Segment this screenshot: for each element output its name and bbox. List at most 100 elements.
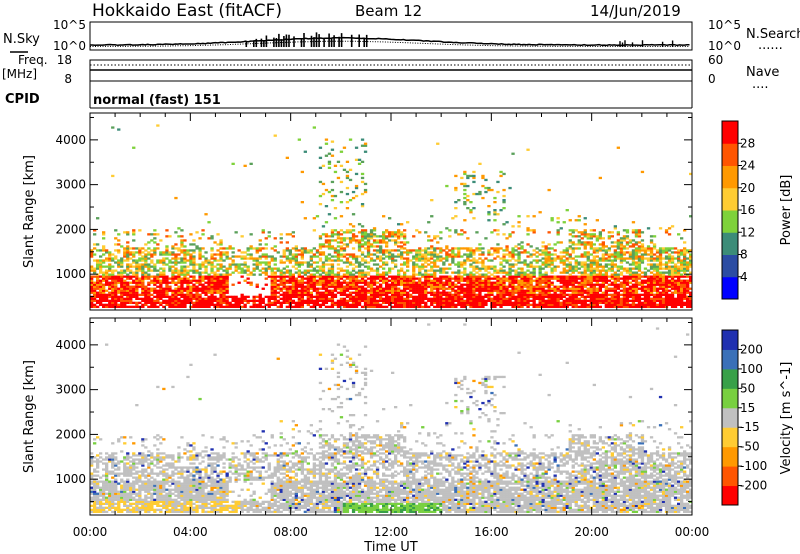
power-cell	[583, 303, 587, 306]
power-cell	[529, 273, 533, 276]
power-cell	[159, 261, 163, 264]
power-cell	[412, 273, 416, 276]
power-cell	[637, 249, 642, 252]
power-cell	[357, 255, 362, 258]
power-cell	[689, 291, 693, 294]
power-cell	[418, 281, 422, 284]
power-cell	[592, 293, 596, 296]
power-cell	[132, 259, 136, 262]
power-cell	[631, 295, 636, 298]
power-cell	[138, 247, 142, 250]
power-cell	[102, 299, 106, 302]
power-cell	[327, 299, 332, 302]
power-cell	[99, 267, 103, 270]
power-cell	[532, 249, 536, 252]
power-cell	[354, 261, 359, 264]
power-cell	[306, 279, 310, 282]
power-cell	[553, 277, 557, 280]
power-cell	[285, 269, 289, 272]
power-cell	[249, 257, 253, 260]
power-cell	[309, 279, 313, 282]
power-cell	[493, 305, 497, 308]
power-cell	[204, 287, 208, 290]
power-cell	[123, 303, 127, 306]
power-cell	[532, 301, 536, 304]
power-cell	[658, 247, 663, 250]
power-cell	[427, 235, 431, 238]
power-cell	[430, 291, 434, 294]
power-cell	[255, 295, 259, 298]
power-cell	[375, 249, 380, 252]
power-cell	[538, 275, 542, 278]
power-cell	[472, 295, 476, 298]
power-cell	[273, 263, 277, 266]
power-cell	[454, 215, 458, 218]
power-cell	[457, 293, 461, 296]
power-cell	[625, 289, 630, 292]
power-cell	[357, 269, 362, 272]
power-cell	[610, 269, 614, 272]
power-cell	[345, 271, 350, 274]
power-cell	[366, 249, 371, 252]
power-cell	[589, 229, 593, 232]
power-cell	[661, 273, 666, 276]
power-cell	[195, 293, 199, 296]
power-cell	[288, 269, 292, 272]
power-cell	[351, 239, 356, 242]
power-cell	[162, 271, 166, 274]
power-cell	[673, 301, 678, 304]
power-cell	[610, 297, 614, 300]
power-cell	[649, 301, 654, 304]
power-cell	[219, 277, 223, 280]
power-cell	[529, 291, 533, 294]
power-cell	[385, 261, 389, 264]
power-cell	[484, 301, 488, 304]
power-cell	[141, 271, 145, 274]
power-cell	[466, 259, 470, 262]
power-cell	[360, 237, 365, 240]
power-cell	[532, 279, 536, 282]
power-cell	[126, 245, 130, 248]
power-cell	[174, 275, 178, 278]
power-cell	[321, 269, 326, 272]
power-cell	[406, 287, 410, 290]
power-cell	[409, 251, 413, 254]
power-cell	[677, 293, 681, 296]
power-cell	[517, 255, 521, 258]
power-cell	[105, 293, 109, 296]
power-cell	[436, 301, 440, 304]
power-cell	[183, 261, 187, 264]
power-cell	[382, 277, 386, 280]
power-cell	[451, 283, 455, 286]
power-cell	[102, 305, 106, 308]
power-cell	[499, 283, 503, 286]
power-cell	[171, 291, 175, 294]
power-cell	[394, 299, 398, 302]
power-cell	[457, 253, 461, 256]
power-cell	[363, 273, 368, 276]
power-cell	[219, 247, 223, 250]
power-cell	[129, 275, 133, 278]
power-cell	[315, 255, 320, 258]
power-cell	[225, 301, 229, 304]
power-cell	[484, 303, 488, 306]
power-cell	[165, 277, 169, 280]
power-cell	[117, 287, 121, 290]
power-cell	[391, 279, 395, 282]
power-cell	[309, 291, 313, 294]
power-cell	[264, 243, 268, 246]
power-cell	[135, 247, 139, 250]
power-cell	[264, 253, 268, 256]
power-cell	[463, 303, 467, 306]
power-cell	[565, 279, 569, 282]
power-cell	[391, 275, 395, 278]
power-cell	[183, 251, 187, 254]
power-cell	[589, 269, 593, 272]
power-cell	[183, 269, 187, 272]
power-cell	[261, 287, 265, 290]
power-cell	[345, 257, 350, 260]
power-cell	[472, 269, 476, 272]
power-cell	[538, 267, 542, 270]
power-cell	[153, 295, 157, 298]
power-cell	[180, 261, 184, 264]
